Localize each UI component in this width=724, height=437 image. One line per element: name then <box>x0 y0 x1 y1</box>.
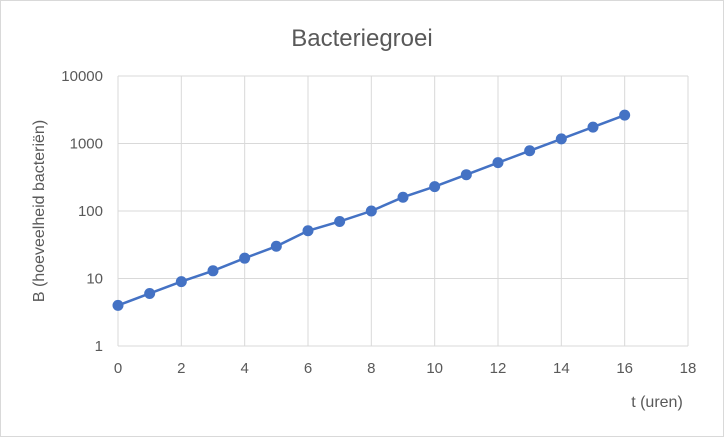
y-tick-label: 100 <box>78 203 103 220</box>
data-point <box>239 252 251 264</box>
data-point <box>397 191 409 203</box>
data-point <box>460 169 472 181</box>
y-tick-label: 10000 <box>61 68 103 85</box>
y-tick-label: 10 <box>86 271 103 288</box>
data-point <box>429 181 441 193</box>
chart-title: Bacteriegroei <box>291 25 432 52</box>
data-point <box>302 225 314 237</box>
data-point <box>175 276 187 288</box>
data-point <box>112 299 124 311</box>
data-point <box>492 157 504 169</box>
x-axis-label: t (uren) <box>631 394 683 411</box>
y-tick-labels: 1 10 100 1000 10000 <box>61 68 103 355</box>
y-tick-label: 1000 <box>70 136 103 153</box>
x-tick-label: 4 <box>240 360 248 377</box>
y-axis-label: B (hoeveelheid bacteriën) <box>31 120 48 302</box>
x-tick-label: 18 <box>680 360 697 377</box>
x-tick-label: 12 <box>490 360 507 377</box>
series-group <box>112 109 631 311</box>
data-point <box>619 109 631 121</box>
x-tick-label: 14 <box>553 360 570 377</box>
data-point <box>144 287 156 299</box>
data-point <box>555 133 567 145</box>
x-tick-labels: 0 2 4 6 8 10 12 14 16 18 <box>114 360 697 377</box>
x-tick-label: 2 <box>177 360 185 377</box>
x-tick-label: 0 <box>114 360 122 377</box>
x-tick-label: 16 <box>616 360 633 377</box>
data-point <box>270 240 282 252</box>
data-point <box>207 265 219 277</box>
data-point <box>334 215 346 227</box>
data-point <box>365 205 377 217</box>
grid-lines <box>117 75 689 347</box>
y-tick-label: 1 <box>95 338 103 355</box>
x-tick-label: 6 <box>304 360 312 377</box>
x-tick-label: 10 <box>426 360 443 377</box>
x-tick-label: 8 <box>367 360 375 377</box>
data-point <box>524 145 536 157</box>
data-point <box>587 121 599 133</box>
